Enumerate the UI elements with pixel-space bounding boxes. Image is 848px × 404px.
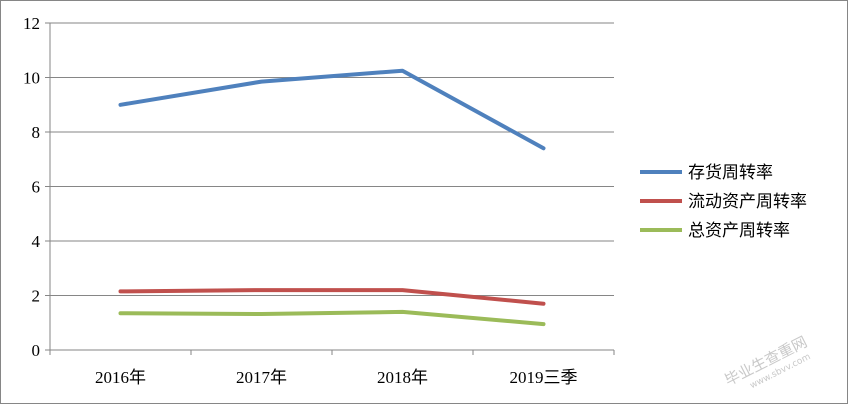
y-tick-label: 4	[32, 232, 41, 251]
series-line-2	[118, 309, 546, 327]
x-tick-label: 2017年	[236, 368, 287, 387]
grid-lines	[50, 22, 614, 296]
x-tick-label: 2016年	[95, 368, 146, 387]
axes	[45, 22, 615, 355]
legend-label-0: 存货周转率	[688, 163, 773, 183]
watermark: 毕业生查重网 www.sbvv.com	[722, 333, 813, 392]
y-tick-label: 6	[32, 178, 41, 197]
series-line-0	[118, 68, 546, 151]
y-tick-labels: 0 2 4 6 8 10 12	[23, 14, 41, 360]
legend-label-1: 流动资产周转率	[688, 192, 807, 212]
y-tick-label: 8	[32, 123, 41, 142]
y-tick-label: 10	[23, 69, 40, 88]
x-tick-label: 2019三季	[510, 368, 578, 387]
y-tick-label: 0	[32, 341, 41, 360]
series-line-1	[118, 288, 546, 306]
legend-label-2: 总资产周转率	[688, 221, 790, 241]
x-tick-label: 2018年	[377, 368, 428, 387]
x-tick-labels: 2016年 2017年 2018年 2019三季	[95, 368, 578, 387]
y-tick-label: 2	[32, 287, 41, 306]
y-tick-label: 12	[23, 14, 40, 33]
series-lines	[118, 68, 546, 327]
